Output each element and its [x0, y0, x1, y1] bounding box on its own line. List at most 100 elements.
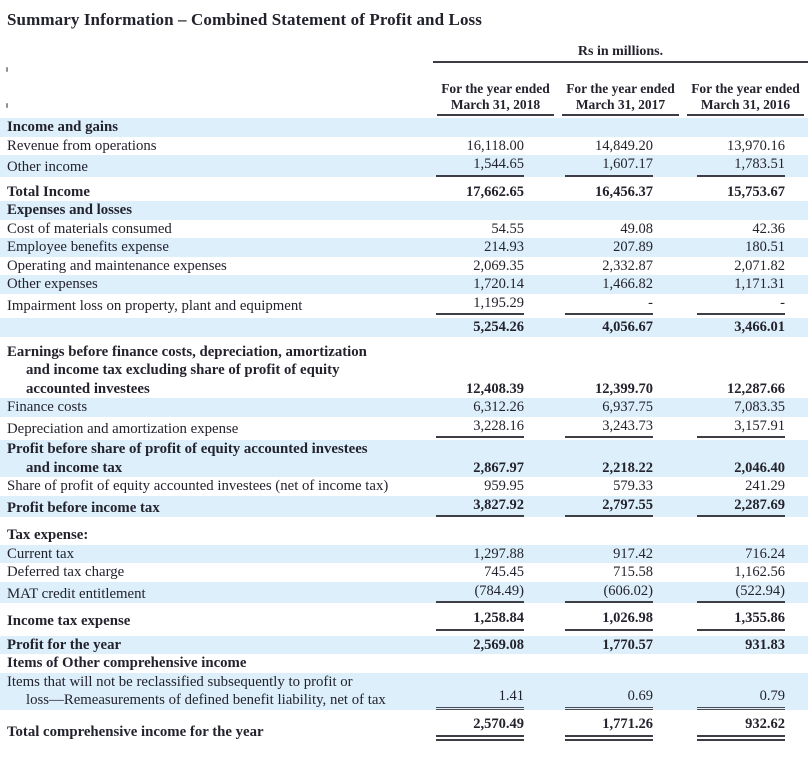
- row-value: 49.08: [620, 220, 653, 237]
- row-label: Employee benefits expense: [7, 239, 169, 255]
- statement-row: Other income 1,544.65 1,607.17 1,783.51: [0, 155, 808, 177]
- column-header-2016: For the year ended March 31, 2016: [687, 78, 804, 116]
- column-header-line: March 31, 2018: [450, 96, 541, 112]
- row-value: 1,297.88: [473, 545, 524, 562]
- row-value: 2,867.97: [473, 459, 524, 476]
- row-label: Expenses and losses: [7, 202, 132, 218]
- row-value: 1,355.86: [683, 609, 808, 631]
- row-value: 1,783.51: [683, 155, 808, 177]
- row-value: 12,408.39: [466, 380, 524, 397]
- row-value: 13,970.16: [727, 137, 785, 154]
- column-header-2018: For the year ended March 31, 2018: [437, 78, 554, 116]
- row-value: 2,569.08: [473, 636, 524, 653]
- statement-row: Total Income 17,662.65 16,456.37 15,753.67: [0, 183, 808, 202]
- row-value: 4,056.67: [602, 319, 653, 335]
- row-value: 42.36: [752, 220, 785, 237]
- row-label: Income and gains: [7, 119, 118, 135]
- row-label: Total comprehensive income for the year: [7, 723, 264, 740]
- statement-row: Share of profit of equity accounted inve…: [0, 477, 808, 496]
- row-value: 579.33: [613, 478, 653, 494]
- row-label: Items of Other comprehensive income: [7, 655, 247, 671]
- statement-row: Current tax 1,297.88 917.42 716.24: [0, 544, 808, 563]
- row-value: 959.95: [484, 478, 524, 494]
- row-value: 180.51: [745, 239, 785, 255]
- row-value: (606.02): [558, 582, 683, 603]
- row-value: 207.89: [613, 239, 653, 255]
- row-value: 1,162.56: [734, 564, 785, 580]
- row-value: 917.42: [613, 545, 653, 562]
- statement-row: MAT credit entitlement (784.49) (606.02) (5…: [0, 581, 808, 603]
- row-label: Other income: [7, 159, 88, 175]
- statement-row: Other expenses 1,720.14 1,466.82 1,171.31: [0, 275, 808, 294]
- row-value: 214.93: [484, 239, 524, 255]
- page-title: Summary Information – Combined Statement…: [7, 10, 482, 29]
- row-value: 14,849.20: [595, 137, 653, 154]
- row-value: 5,254.26: [473, 319, 524, 335]
- row-value: 2,287.69: [683, 496, 808, 517]
- row-value: 3,157.91: [683, 417, 808, 438]
- row-label: Share of profit of equity accounted inve…: [7, 478, 389, 494]
- column-header-line: For the year ended: [566, 81, 675, 96]
- row-value: 0.79: [683, 687, 808, 710]
- row-label: Items that will not be reclassified subs…: [7, 673, 386, 709]
- statement-row: Items that will not be reclassified subs…: [0, 672, 808, 710]
- row-value: 3,243.73: [558, 417, 683, 438]
- row-value: 715.58: [613, 564, 653, 580]
- row-value: (522.94): [683, 582, 808, 603]
- row-value: -: [683, 294, 808, 315]
- row-label: Revenue from operations: [7, 137, 157, 154]
- row-value: -: [558, 294, 683, 315]
- row-value: 1,771.26: [558, 715, 683, 741]
- statement-row: Profit for the year 2,569.08 1,770.57 931.8…: [0, 635, 808, 654]
- row-value: 1,720.14: [473, 276, 524, 292]
- row-value: 0.69: [558, 687, 683, 710]
- row-value: 2,218.22: [602, 459, 653, 476]
- row-value: 2,797.55: [558, 496, 683, 517]
- row-label: Total Income: [7, 183, 90, 200]
- row-label: MAT credit entitlement: [7, 585, 146, 602]
- row-value: 1,026.98: [558, 609, 683, 631]
- row-value: 2,046.40: [734, 459, 785, 476]
- statement-row: Profit before share of profit of equity …: [0, 440, 808, 477]
- statement-row: Depreciation and amortization expense 3,2…: [0, 417, 808, 438]
- row-value: (784.49): [433, 582, 558, 603]
- row-value: 1,466.82: [602, 276, 653, 292]
- statement-table: Income and gains Revenue from operations 1…: [0, 118, 808, 741]
- row-value: 1,171.31: [734, 276, 785, 292]
- statement-row: Income tax expense 1,258.84 1,026.98 1,355.…: [0, 609, 808, 631]
- row-value: 15,753.67: [727, 183, 785, 200]
- statement-row: Total comprehensive income for the year 2…: [0, 715, 808, 741]
- statement-row: Impairment loss on property, plant and e…: [0, 294, 808, 315]
- row-label: Current tax: [7, 545, 74, 562]
- statement-row: Deferred tax charge 745.45 715.58 1,162.56: [0, 563, 808, 582]
- row-value: 931.83: [745, 636, 785, 653]
- row-value: 1,195.29: [433, 294, 558, 315]
- row-value: 1,607.17: [558, 155, 683, 177]
- statement-row: Operating and maintenance expenses 2,069.…: [0, 257, 808, 276]
- row-value: 16,456.37: [595, 183, 653, 200]
- row-label: Impairment loss on property, plant and e…: [7, 297, 303, 314]
- row-value: 716.24: [745, 545, 785, 562]
- statement-row: Finance costs 6,312.26 6,937.75 7,083.35: [0, 398, 808, 417]
- statement-row: Profit before income tax 3,827.92 2,797.55…: [0, 495, 808, 517]
- statement-row: Earnings before finance costs, depreciat…: [0, 343, 808, 399]
- statement-row: Expenses and losses: [0, 201, 808, 220]
- table-header: Rs in millions.: [0, 43, 808, 63]
- row-label: Cost of materials consumed: [7, 220, 172, 237]
- row-label: Profit before share of profit of equity …: [7, 441, 368, 476]
- row-value: 6,937.75: [602, 399, 653, 415]
- column-header-line: For the year ended: [441, 81, 550, 96]
- statement-row: Revenue from operations 16,118.00 14,849.2…: [0, 137, 808, 156]
- column-header-line: March 31, 2016: [700, 96, 791, 112]
- row-value: 16,118.00: [466, 137, 524, 154]
- row-value: 2,332.87: [602, 257, 653, 274]
- row-label: Depreciation and amortization expense: [7, 420, 239, 437]
- statement-row: 5,254.26 4,056.67 3,466.01: [0, 318, 808, 337]
- column-header-line: For the year ended: [691, 81, 800, 96]
- row-label: Finance costs: [7, 399, 88, 415]
- row-value: 745.45: [484, 564, 524, 580]
- row-value: 3,466.01: [734, 319, 785, 335]
- units-label: Rs in millions.: [433, 43, 808, 63]
- row-value: 17,662.65: [466, 183, 524, 200]
- statement-row: Items of Other comprehensive income: [0, 654, 808, 673]
